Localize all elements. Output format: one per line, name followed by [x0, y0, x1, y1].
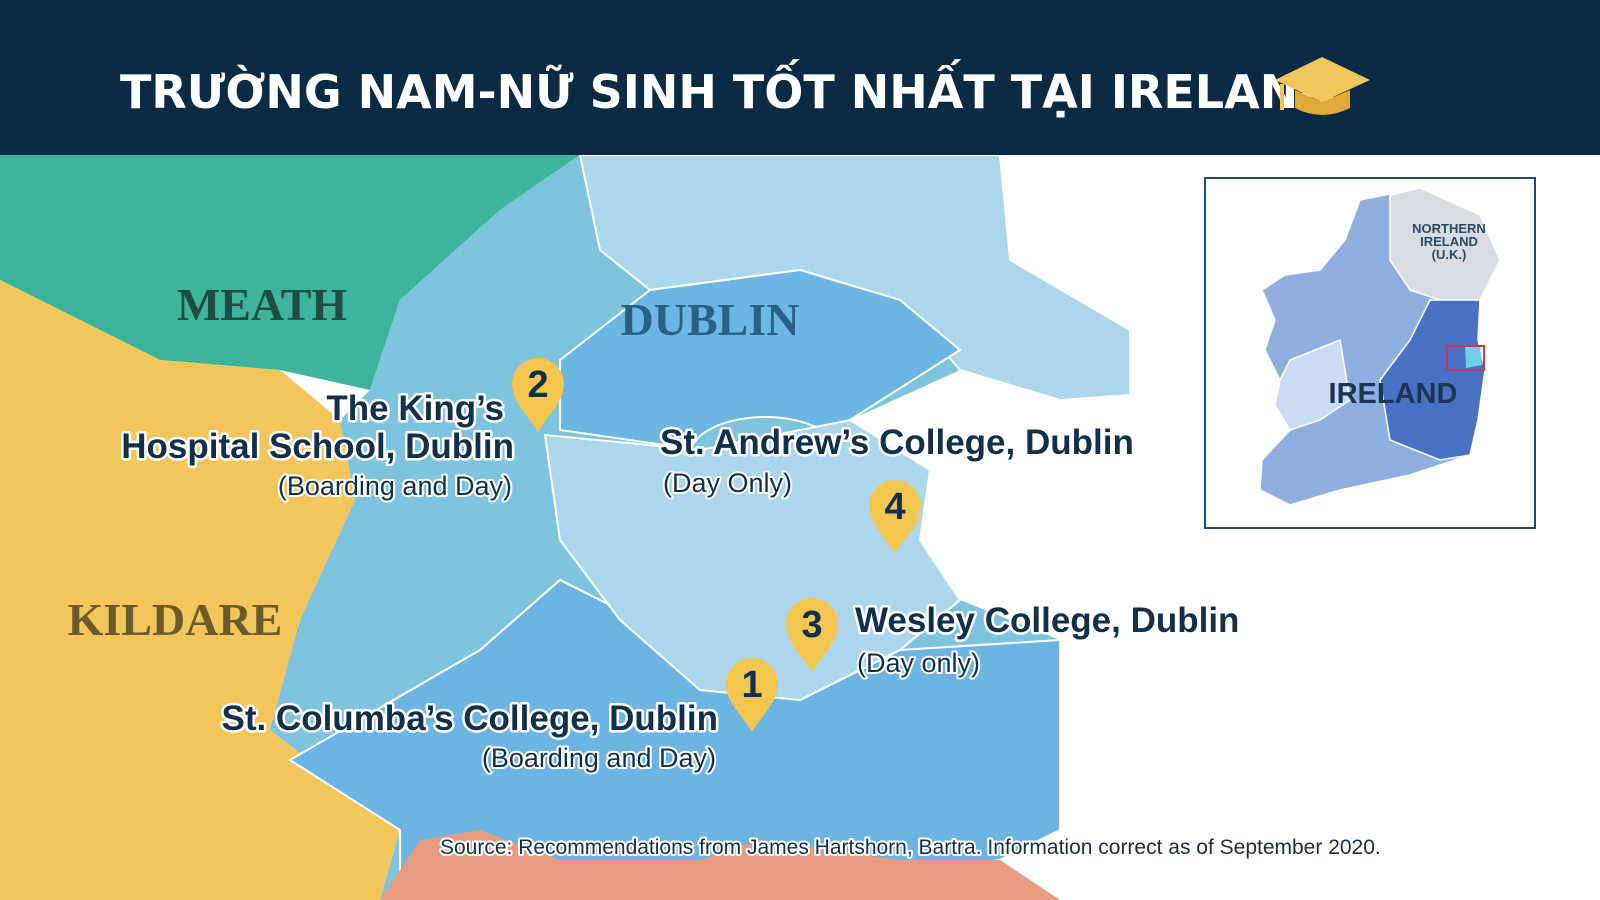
region-label: DUBLIN — [621, 294, 800, 345]
inset-label: (U.K.) — [1432, 247, 1467, 262]
pin-number: 3 — [801, 604, 822, 646]
school-note: (Boarding and Day) — [482, 743, 716, 773]
region-label: MEATH — [177, 279, 348, 330]
pin: 4 — [869, 480, 921, 554]
inset-country: IRELAND — [1329, 378, 1458, 410]
school-name: St. Columba’s College, Dublin — [221, 699, 718, 738]
dublin-city-area — [559, 268, 962, 462]
dublin-highlight — [1465, 345, 1482, 368]
dun-laoghaire-area — [543, 418, 962, 702]
header-title: TRƯỜNG NAM-NỮ SINH TỐT NHẤT TẠI IRELAND — [120, 59, 1336, 119]
school-name: St. Andrew’s College, Dublin — [660, 423, 1134, 462]
inset-label: IRELAND — [1420, 234, 1478, 249]
fingal-area — [578, 154, 1131, 402]
school-note: (Boarding and Day) — [278, 471, 512, 501]
pin: 3 — [786, 598, 838, 672]
pin-number: 4 — [884, 486, 905, 528]
school-pins: 2 4 3 1 — [512, 358, 921, 732]
school-name: Wesley College, Dublin — [855, 601, 1239, 640]
school-note: (Day only) — [857, 648, 980, 678]
dublin-box — [1446, 345, 1485, 371]
south-dublin-area — [288, 578, 1061, 900]
kildare-area — [0, 280, 400, 900]
region-label: KILDARE — [68, 594, 283, 645]
school-note: (Day Only) — [663, 468, 792, 498]
meath-area — [0, 155, 580, 390]
pin: 1 — [726, 658, 778, 732]
pin-number: 2 — [527, 364, 548, 406]
graduation-cap-icon — [1275, 57, 1370, 115]
school-name: Hospital School, Dublin — [121, 427, 514, 466]
pin-number: 1 — [741, 664, 762, 706]
region-shape — [1274, 338, 1351, 431]
wicklow-area — [380, 830, 1060, 900]
inset-map: NORTHERN IRELAND (U.K.) IRELAND — [1204, 177, 1536, 529]
school-name: The King’s — [326, 389, 504, 428]
leinster-shape — [1379, 299, 1486, 461]
map-regions — [0, 154, 1131, 900]
inset-label: NORTHERN — [1412, 221, 1486, 236]
pin: 2 — [512, 358, 564, 432]
source-note: Source: Recommendations from James Harts… — [440, 836, 1381, 859]
